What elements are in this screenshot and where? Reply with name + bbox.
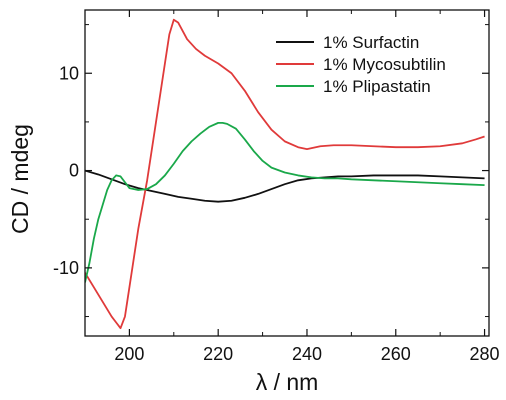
y-axis: -10 0 10 xyxy=(53,24,489,318)
series-line-3 xyxy=(85,121,485,283)
y-tick-label: -10 xyxy=(53,258,79,278)
legend-label: 1% Mycosubtilin xyxy=(323,55,446,74)
y-tick-label: 0 xyxy=(69,161,79,181)
x-tick-label: 240 xyxy=(292,344,322,364)
x-tick-label: 220 xyxy=(203,344,233,364)
legend: 1% Surfactin 1% Mycosubtilin 1% Plipastati… xyxy=(276,33,446,96)
series-layer xyxy=(85,18,485,330)
y-axis-title: CD / mdeg xyxy=(7,124,33,234)
x-axis-title: λ / nm xyxy=(256,369,319,395)
plot-frame xyxy=(84,9,490,337)
legend-label: 1% Surfactin xyxy=(323,33,419,52)
y-tick-label: 10 xyxy=(59,63,79,83)
x-axis: 200 220 240 260 280 xyxy=(84,10,500,364)
legend-label: 1% Plipastatin xyxy=(323,77,431,96)
x-tick-label: 200 xyxy=(114,344,144,364)
x-tick-label: 260 xyxy=(381,344,411,364)
x-tick-label: 280 xyxy=(470,344,500,364)
series-line-2 xyxy=(85,18,485,330)
